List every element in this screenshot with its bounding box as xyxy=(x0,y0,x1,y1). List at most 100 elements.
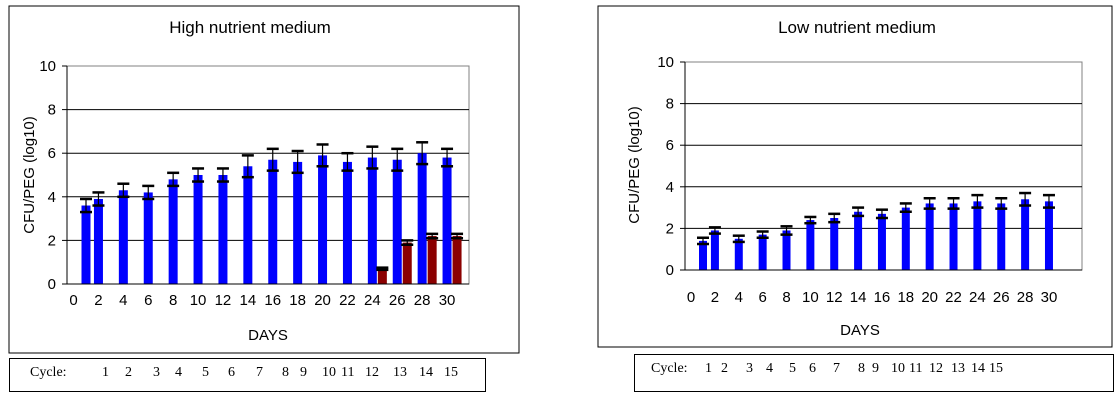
cycle-number: 12 xyxy=(365,365,379,380)
cycle-number: 4 xyxy=(175,365,182,380)
bar-series-a xyxy=(1044,201,1053,270)
bar-series-a xyxy=(168,179,178,284)
y-axis-label: CFU/PEG (log10) xyxy=(626,106,643,224)
x-tick-label: 2 xyxy=(94,292,102,309)
cycle-number: 11 xyxy=(341,365,355,380)
x-tick-label: 0 xyxy=(687,289,695,306)
bar-series-a xyxy=(417,153,427,284)
bar-series-a xyxy=(877,213,886,270)
cycle-number: 9 xyxy=(872,361,879,376)
bar-series-a xyxy=(367,157,377,284)
bar-series-a xyxy=(997,203,1006,270)
bar-series-a xyxy=(318,155,328,284)
cycle-number: 5 xyxy=(789,361,796,376)
error-bars xyxy=(80,141,464,272)
cycle-number: 8 xyxy=(282,365,289,380)
cycle-number: 8 xyxy=(858,361,865,376)
plot-area xyxy=(66,65,470,285)
x-tick-label: 26 xyxy=(389,292,406,309)
bar-series-a xyxy=(854,211,863,270)
cycle-box-left: Cycle: 1 2 3 4 5 6 7 8 9 10 11 12 13 14 … xyxy=(9,358,486,392)
cycle-box-right: Cycle: 1 2 3 4 5 6 7 8 9 10 11 12 13 14 … xyxy=(634,354,1114,392)
x-tick-label: 6 xyxy=(144,292,152,309)
y-tick-label: 10 xyxy=(657,54,674,71)
x-tick-label: 30 xyxy=(1041,289,1058,306)
error-bars xyxy=(697,191,1055,246)
cycle-number: 1 xyxy=(102,365,109,380)
y-tick-label: 8 xyxy=(48,102,56,119)
cycle-number: 2 xyxy=(721,361,728,376)
chart-title: High nutrient medium xyxy=(169,18,331,37)
bar-series-a xyxy=(973,201,982,270)
cycle-number: 14 xyxy=(419,365,433,380)
bar-series-a xyxy=(806,220,815,270)
x-tick-label: 24 xyxy=(969,289,986,306)
x-axis-label: DAYS xyxy=(840,322,880,339)
cycle-number: 15 xyxy=(989,361,1003,376)
y-ticks: 0 2 4 6 8 10 xyxy=(39,58,67,293)
x-axis-label: DAYS xyxy=(248,327,288,344)
x-tick-label: 12 xyxy=(215,292,232,309)
bar-series-a xyxy=(268,159,278,284)
x-tick-label: 14 xyxy=(240,292,257,309)
x-tick-label: 26 xyxy=(993,289,1010,306)
bar-series-a xyxy=(782,230,791,270)
x-tick-label: 2 xyxy=(711,289,719,306)
x-tick-label: 28 xyxy=(414,292,431,309)
bar-series-a xyxy=(925,203,934,270)
cycle-number: 4 xyxy=(766,361,773,376)
bar-series-a xyxy=(118,190,128,284)
cycle-number: 11 xyxy=(909,361,923,376)
bar-series-a xyxy=(1021,199,1030,270)
y-tick-label: 10 xyxy=(39,58,56,75)
bar-series-a xyxy=(901,207,910,270)
cycle-number: 2 xyxy=(125,365,132,380)
x-tick-label: 4 xyxy=(119,292,127,309)
cycle-number: 10 xyxy=(322,365,336,380)
x-tick-label: 10 xyxy=(802,289,819,306)
bar-series-b xyxy=(452,236,462,284)
cycle-number: 1 xyxy=(705,361,712,376)
x-tick-label: 8 xyxy=(782,289,790,306)
x-tick-label: 6 xyxy=(758,289,766,306)
x-tick-label: 20 xyxy=(314,292,331,309)
bar-series-a xyxy=(81,205,91,284)
bars xyxy=(699,199,1053,270)
x-tick-label: 4 xyxy=(735,289,743,306)
cycle-number: 13 xyxy=(951,361,965,376)
cycle-label: Cycle: xyxy=(30,365,67,380)
chart-title: Low nutrient medium xyxy=(778,18,936,37)
bar-series-a xyxy=(93,198,103,284)
y-tick-label: 6 xyxy=(48,145,56,162)
cycle-number: 6 xyxy=(228,365,235,380)
cycle-number: 10 xyxy=(891,361,905,376)
x-ticks: 0 2 4 6 8 10 12 14 16 18 20 22 24 26 28 30 xyxy=(69,292,455,309)
y-tick-label: 8 xyxy=(666,96,674,113)
cycle-number: 6 xyxy=(809,361,816,376)
bar-series-a xyxy=(193,175,203,284)
bar-series-b xyxy=(427,236,437,284)
cycle-number: 14 xyxy=(971,361,985,376)
x-tick-label: 18 xyxy=(289,292,306,309)
cycle-number: 13 xyxy=(393,365,407,380)
y-tick-label: 4 xyxy=(666,179,674,196)
x-tick-label: 12 xyxy=(826,289,843,306)
cycle-number: 15 xyxy=(444,365,458,380)
cycle-label: Cycle: xyxy=(651,361,688,376)
x-tick-label: 10 xyxy=(190,292,207,309)
y-axis-label: CFU/PEG (log10) xyxy=(21,116,38,234)
bar-series-a xyxy=(243,166,253,284)
y-tick-label: 0 xyxy=(48,276,56,293)
bar-series-a xyxy=(758,234,767,270)
x-tick-label: 8 xyxy=(169,292,177,309)
bar-series-a xyxy=(699,240,707,270)
bar-series-a xyxy=(218,175,228,284)
x-tick-label: 22 xyxy=(945,289,962,306)
x-tick-label: 30 xyxy=(439,292,456,309)
cycle-number: 3 xyxy=(746,361,753,376)
cycle-number: 7 xyxy=(833,361,840,376)
bar-series-a xyxy=(342,161,352,284)
cycle-number: 12 xyxy=(929,361,943,376)
